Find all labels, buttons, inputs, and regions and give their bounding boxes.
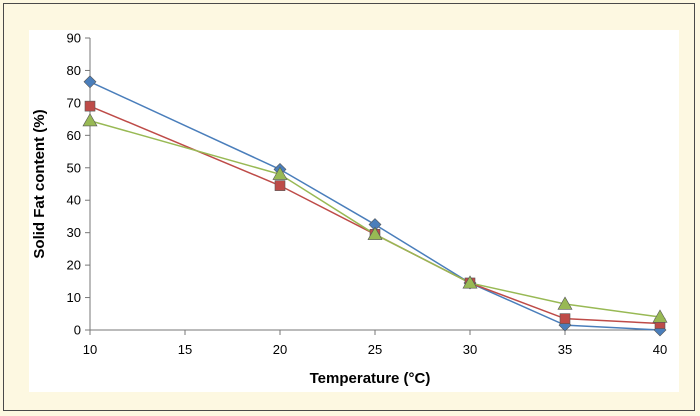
axes xyxy=(89,38,660,331)
x-tick-label: 35 xyxy=(558,342,572,357)
x-tick-label: 25 xyxy=(368,342,382,357)
plot-panel xyxy=(29,30,679,392)
series-diamond-line xyxy=(89,81,661,331)
y-tick-label: 40 xyxy=(67,193,81,208)
series-lines xyxy=(89,81,661,331)
y-tick-label: 80 xyxy=(67,63,81,78)
series-markers xyxy=(82,75,668,337)
y-tick-label: 60 xyxy=(67,128,81,143)
y-tick-label: 50 xyxy=(67,160,81,175)
series-diamond-marker xyxy=(83,75,97,89)
x-tick-label: 30 xyxy=(463,342,477,357)
y-tick-label: 70 xyxy=(67,95,81,110)
y-ticks: 0 10 20 30 40 50 60 70 80 90 xyxy=(67,31,90,338)
y-axis-title: Solid Fat content (%) xyxy=(31,109,48,258)
y-tick-label: 30 xyxy=(67,225,81,240)
series-square-marker xyxy=(274,180,286,191)
x-tick-label: 20 xyxy=(273,342,287,357)
y-tick-label: 10 xyxy=(67,290,81,305)
series-triangle-marker xyxy=(652,309,668,323)
series-triangle-marker xyxy=(367,226,383,240)
y-tick-label: 20 xyxy=(67,258,81,273)
series-square-marker xyxy=(559,313,571,324)
y-tick-label: 90 xyxy=(67,31,81,46)
series-triangle-marker xyxy=(462,275,478,289)
x-ticks: 10 15 20 25 30 35 40 xyxy=(83,330,667,357)
series-triangle-marker xyxy=(82,113,98,127)
series-square-marker xyxy=(84,100,96,112)
x-axis-title: Temperature (°C) xyxy=(310,370,431,387)
x-tick-label: 10 xyxy=(83,342,97,357)
x-tick-label: 40 xyxy=(653,342,667,357)
series-triangle-marker xyxy=(557,296,573,310)
series-triangle-line xyxy=(89,120,661,318)
x-tick-label: 15 xyxy=(178,342,192,357)
series-square-line xyxy=(89,105,661,325)
series-triangle-marker xyxy=(272,166,288,180)
figure-frame xyxy=(3,3,695,411)
y-tick-label: 0 xyxy=(74,323,81,338)
